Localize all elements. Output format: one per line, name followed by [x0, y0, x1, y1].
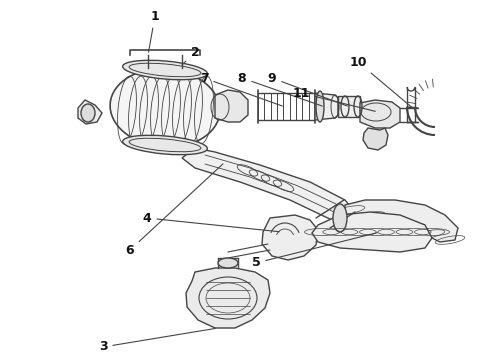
- Polygon shape: [312, 212, 432, 252]
- Text: 3: 3: [98, 328, 215, 354]
- Ellipse shape: [218, 258, 238, 268]
- Polygon shape: [315, 93, 338, 120]
- Ellipse shape: [333, 204, 347, 232]
- Text: 8: 8: [238, 72, 322, 106]
- Text: 7: 7: [199, 72, 282, 106]
- Text: 1: 1: [148, 9, 159, 52]
- Polygon shape: [360, 100, 400, 128]
- Polygon shape: [182, 148, 355, 225]
- Ellipse shape: [316, 91, 324, 122]
- Ellipse shape: [122, 135, 207, 155]
- Text: 11: 11: [292, 86, 375, 111]
- Polygon shape: [262, 215, 318, 260]
- Polygon shape: [186, 268, 270, 328]
- Polygon shape: [338, 96, 360, 117]
- Text: 9: 9: [268, 72, 347, 106]
- Text: 6: 6: [126, 164, 223, 257]
- Text: 10: 10: [349, 55, 413, 108]
- Polygon shape: [363, 128, 388, 150]
- Text: 2: 2: [182, 45, 199, 65]
- Polygon shape: [344, 200, 458, 242]
- Ellipse shape: [122, 60, 207, 80]
- Ellipse shape: [81, 104, 95, 122]
- Polygon shape: [78, 100, 102, 124]
- Text: 5: 5: [252, 233, 377, 270]
- Polygon shape: [215, 90, 248, 122]
- Ellipse shape: [110, 69, 220, 147]
- Text: 4: 4: [143, 212, 279, 232]
